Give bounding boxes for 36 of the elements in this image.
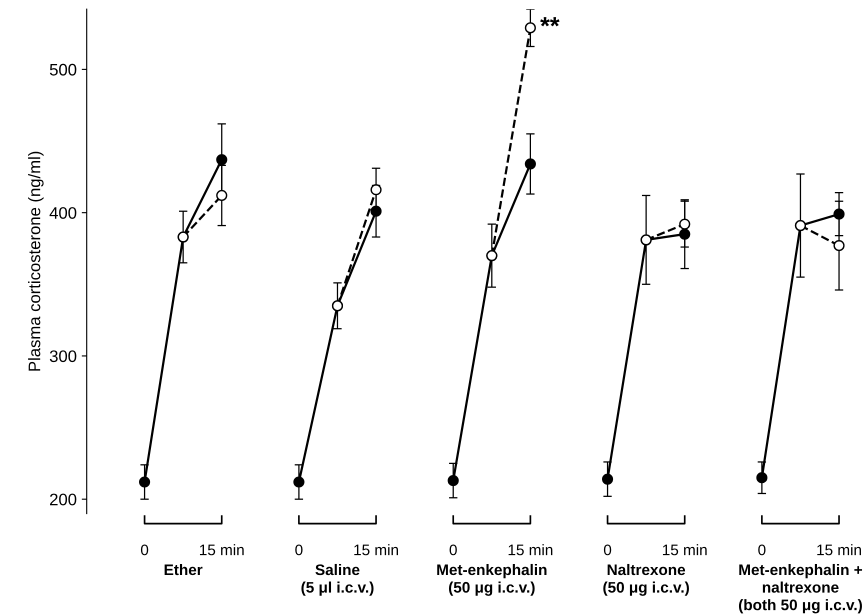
x-tick-label: 0 xyxy=(758,544,766,556)
point xyxy=(833,240,845,252)
text: Ether xyxy=(164,564,202,576)
point xyxy=(524,22,536,34)
point xyxy=(216,190,228,202)
point xyxy=(756,472,768,484)
x-tick-label: 0 xyxy=(604,544,612,556)
point xyxy=(216,154,228,166)
text: Naltrexone (50 μg i.c.v.) xyxy=(603,564,689,596)
y-axis-title: Plasma corticosterone (ng/ml) xyxy=(28,152,44,371)
point xyxy=(139,476,150,488)
point xyxy=(679,228,690,240)
text: Saline (5 μl i.c.v.) xyxy=(301,564,374,596)
x-tick-label: 15 min xyxy=(354,544,398,556)
y-tick-label: 400 xyxy=(50,207,76,219)
x-tick-label: 0 xyxy=(140,544,148,556)
point xyxy=(293,476,304,488)
y-tick-label: 200 xyxy=(50,494,76,506)
text: Met-enkephalin + naltrexone (both 50 μg i.c.v.) xyxy=(738,564,862,614)
x-tick-label: 0 xyxy=(295,544,303,556)
point xyxy=(370,206,382,217)
annotation: ** xyxy=(540,17,560,26)
point xyxy=(448,475,459,486)
point xyxy=(524,158,536,170)
x-tick-label: 15 min xyxy=(200,544,244,556)
point xyxy=(602,474,614,485)
y-tick-label: 500 xyxy=(50,64,76,76)
text: Met-enkephalin (50 μg i.c.v.) xyxy=(437,564,546,596)
point xyxy=(370,184,382,196)
x-tick-label: 15 min xyxy=(662,544,707,556)
y-tick-label: 300 xyxy=(50,350,76,362)
point xyxy=(833,208,845,220)
x-tick-label: 15 min xyxy=(817,544,861,556)
x-tick-label: 0 xyxy=(450,544,457,556)
x-tick-label: 15 min xyxy=(508,544,552,556)
point xyxy=(679,218,690,230)
